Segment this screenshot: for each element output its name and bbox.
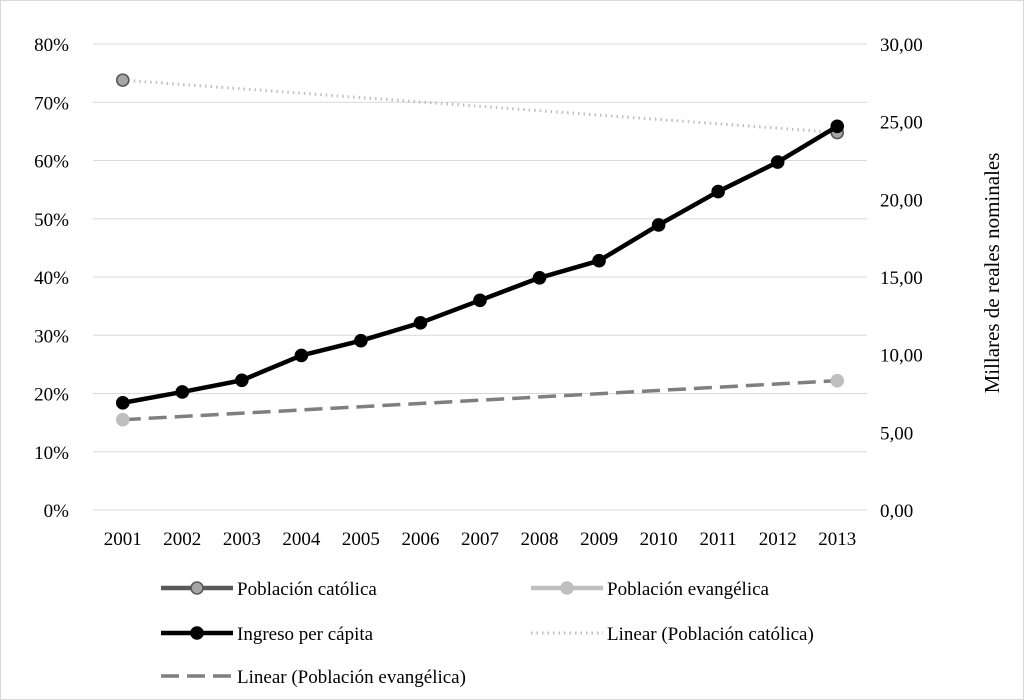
x-tick-label: 2003	[223, 529, 261, 550]
x-tick-label: 2013	[818, 529, 856, 550]
point-ingreso-per-capita	[830, 119, 845, 134]
legend-item-linear-poblacion-catolica: Linear (Población católica)	[531, 624, 814, 645]
legend-label: Ingreso per cápita	[237, 624, 374, 645]
left-tick-label: 50%	[34, 210, 69, 231]
point-ingreso-per-capita	[592, 253, 606, 268]
x-tick-label: 2008	[521, 529, 559, 550]
right-tick-label: 25,00	[880, 113, 923, 134]
left-tick-label: 30%	[34, 326, 69, 347]
left-tick-label: 70%	[34, 93, 69, 114]
left-tick-label: 60%	[34, 152, 69, 173]
legend-item-poblacion-catolica: Población católica	[161, 579, 377, 600]
x-tick-label: 2006	[401, 529, 439, 550]
right-tick-label: 0,00	[880, 501, 913, 522]
x-tick-label: 2011	[700, 529, 737, 550]
legend-label: Linear (Población católica)	[607, 624, 814, 645]
x-tick-label: 2009	[580, 529, 618, 550]
right-axis-ticks: 0,00 5,00 10,00 15,00 20,00 25,00 30,00	[880, 35, 923, 522]
right-axis-title: Millares de reales nominales	[980, 153, 1004, 394]
x-tick-label: 2007	[461, 529, 499, 550]
legend-marker	[190, 581, 204, 595]
right-tick-label: 15,00	[880, 268, 923, 289]
left-tick-label: 0%	[44, 501, 70, 522]
point-ingreso-per-capita	[354, 333, 368, 348]
x-tick-label: 2005	[342, 529, 380, 550]
right-tick-label: 30,00	[880, 35, 923, 56]
legend-label: Población evangélica	[607, 579, 770, 600]
point-poblacion-evangelica	[830, 373, 845, 388]
point-ingreso-per-capita	[651, 218, 666, 232]
point-ingreso-per-capita	[770, 155, 785, 169]
right-tick-label: 10,00	[880, 346, 923, 367]
point-ingreso-per-capita	[294, 348, 309, 363]
trendline-linear-poblacion-catolica	[122, 78, 838, 135]
left-tick-label: 40%	[34, 268, 69, 289]
x-tick-label: 2002	[163, 529, 201, 550]
legend-item-linear-poblacion-evangelica: Linear (Población evangélica)	[161, 667, 466, 688]
left-tick-label: 10%	[34, 443, 69, 464]
legend-item-ingreso-per-capita: Ingreso per cápita	[161, 624, 374, 645]
x-axis-ticks: 2001 2002 2003 2004 2005 2006 2007 2008 2009 2010…	[104, 529, 856, 550]
point-ingreso-per-capita	[473, 293, 487, 308]
line-ingreso-per-capita	[122, 124, 839, 406]
right-tick-label: 5,00	[880, 423, 913, 444]
x-tick-label: 2010	[640, 529, 678, 550]
point-ingreso-per-capita	[413, 316, 428, 330]
legend-marker	[560, 581, 574, 595]
gridlines	[93, 43, 867, 511]
point-ingreso-per-capita	[711, 184, 725, 199]
point-ingreso-per-capita	[175, 385, 190, 399]
trendline-linear-poblacion-evangelica	[122, 378, 838, 422]
point-ingreso-per-capita	[235, 373, 249, 388]
series-layer	[115, 73, 845, 427]
x-tick-label: 2012	[759, 529, 797, 550]
left-tick-label: 80%	[34, 35, 69, 56]
point-poblacion-catolica	[115, 73, 130, 87]
legend-label: Población católica	[237, 579, 377, 600]
left-axis-ticks: 0% 10% 20% 30% 40% 50% 60% 70% 80%	[34, 35, 69, 522]
point-poblacion-evangelica	[115, 412, 130, 427]
legend-item-poblacion-evangelica: Población evangélica	[531, 579, 770, 600]
legend-label: Linear (Población evangélica)	[237, 667, 466, 688]
point-ingreso-per-capita	[532, 270, 547, 285]
x-tick-label: 2004	[282, 529, 321, 550]
point-ingreso-per-capita	[115, 396, 130, 410]
left-tick-label: 20%	[34, 385, 69, 406]
x-tick-label: 2001	[104, 529, 142, 550]
right-tick-label: 20,00	[880, 190, 923, 211]
legend: Población católica Población evangélica In…	[161, 579, 814, 688]
legend-marker	[190, 626, 204, 640]
